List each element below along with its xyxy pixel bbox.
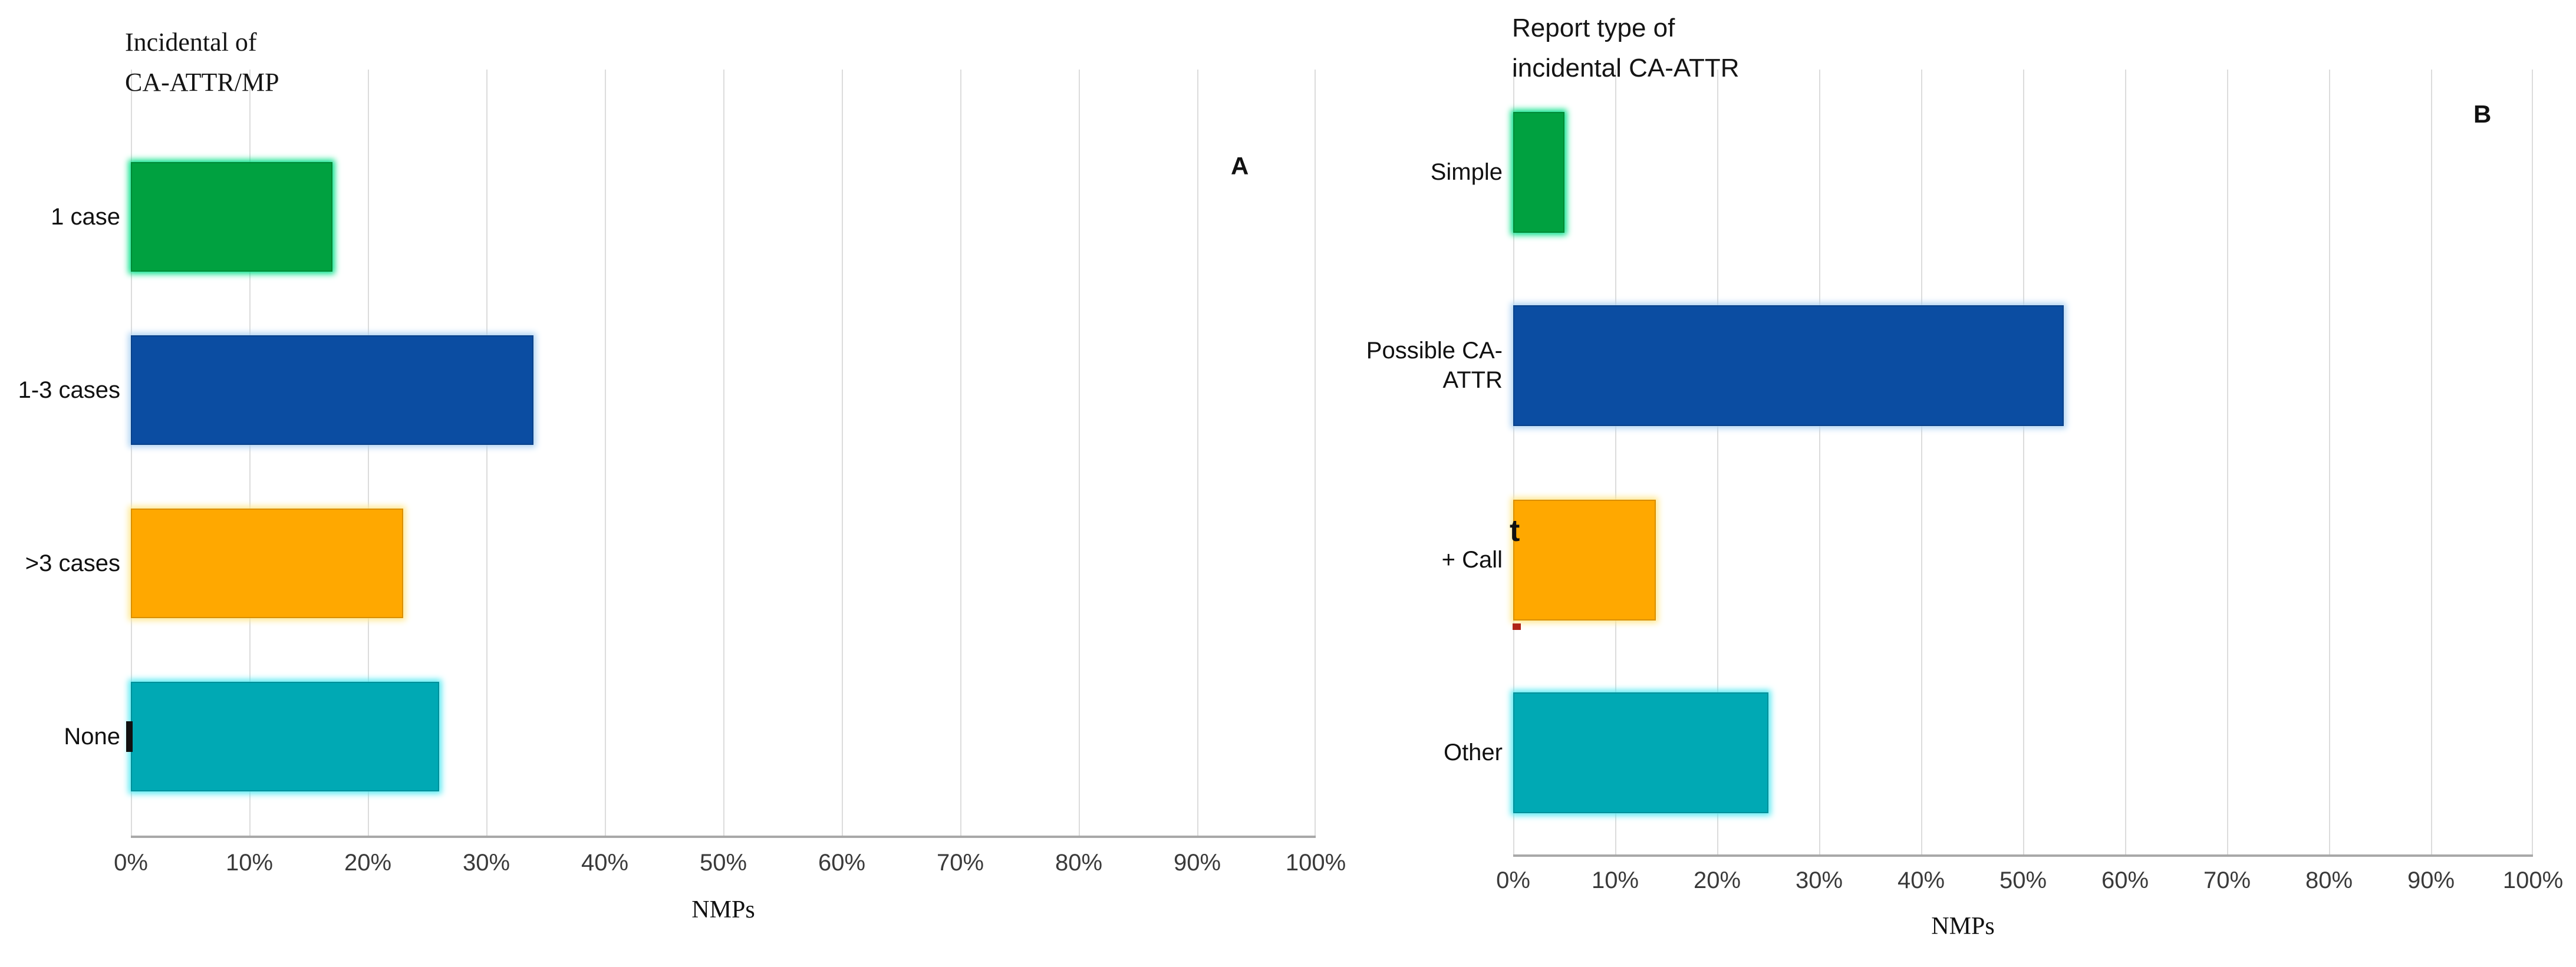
bar->3-cases: [131, 509, 403, 618]
x-tick-label: 60%: [818, 850, 866, 876]
gridline-0%: [131, 70, 132, 836]
x-tick-label: 40%: [1897, 867, 1945, 893]
chart-b-x-axis-title: NMPs: [1931, 913, 1995, 940]
x-tick-label: 100%: [2502, 867, 2564, 893]
x-tick-label: 70%: [2203, 867, 2251, 893]
chart-b-title: Report type of incidental CA-ATTR: [1512, 14, 1740, 82]
x-tick-label: 20%: [344, 850, 392, 876]
bar-none: [131, 682, 439, 791]
x-tick-label: 50%: [1999, 867, 2047, 893]
x-tick-label: 0%: [1496, 867, 1530, 893]
gridline-40%: [1921, 70, 1922, 854]
gridline-90%: [1197, 70, 1198, 836]
x-tick-label: 0%: [114, 850, 148, 876]
x-tick-label: 50%: [699, 850, 747, 876]
category-label: Simple: [1430, 159, 1503, 185]
bar-other: [1513, 692, 1768, 813]
x-tick-label: 90%: [1173, 850, 1221, 876]
gridline-60%: [2125, 70, 2126, 854]
chart-a-x-axis-title: NMPs: [691, 896, 755, 923]
chart-a-plot-area: [131, 70, 1316, 838]
x-tick-label: 100%: [1285, 850, 1346, 876]
hidden-text-fragment: t: [1510, 514, 1520, 548]
x-tick-label: 30%: [1795, 867, 1843, 893]
gridline-10%: [249, 70, 251, 836]
gridline-30%: [486, 70, 487, 836]
gridline-20%: [368, 70, 369, 836]
gridline-100%: [1315, 70, 1316, 836]
chart-a-title: Incidental of CA-ATTR/MP: [125, 28, 279, 97]
x-tick-label: 20%: [1693, 867, 1741, 893]
category-label: 1 case: [51, 204, 120, 230]
category-label: Other: [1443, 740, 1503, 765]
x-tick-label: 80%: [2305, 867, 2353, 893]
gridline-50%: [2023, 70, 2024, 854]
bar-1-3-cases: [131, 335, 533, 445]
x-tick-label: 10%: [1591, 867, 1639, 893]
gridline-70%: [2227, 70, 2228, 854]
gridline-0%: [1513, 70, 1514, 854]
gridline-10%: [1615, 70, 1616, 854]
gridline-50%: [723, 70, 724, 836]
gridline-80%: [1079, 70, 1080, 836]
category-label: 1-3 cases: [18, 377, 120, 403]
bar-1-case: [131, 162, 332, 272]
chart-b-plot-area: [1513, 70, 2533, 857]
bar-+-call: [1513, 499, 1656, 621]
x-tick-label: 40%: [581, 850, 629, 876]
category-label: Possible CA- ATTR: [1366, 338, 1503, 393]
x-tick-label: 70%: [936, 850, 984, 876]
panel-a-label: A: [1231, 152, 1249, 180]
x-tick-label: 80%: [1055, 850, 1103, 876]
gridline-30%: [1819, 70, 1820, 854]
gridline-60%: [842, 70, 843, 836]
gridline-40%: [605, 70, 606, 836]
gridline-80%: [2329, 70, 2330, 854]
category-label: + Call: [1441, 547, 1503, 573]
red-fragment-mark: [1513, 623, 1521, 630]
x-tick-label: 60%: [2101, 867, 2149, 893]
panel-b-label: B: [2473, 100, 2492, 128]
bar-simple: [1513, 111, 1564, 233]
category-label: >3 cases: [25, 550, 120, 576]
gridline-90%: [2431, 70, 2432, 854]
gridline-100%: [2532, 70, 2533, 854]
x-tick-label: 10%: [225, 850, 274, 876]
x-tick-label: 30%: [462, 850, 510, 876]
gridline-70%: [960, 70, 961, 836]
bar-possible-ca--attr: [1513, 305, 2064, 426]
gridline-20%: [1717, 70, 1718, 854]
x-tick-label: 90%: [2407, 867, 2455, 893]
black-fragment-mark: [126, 721, 133, 752]
category-label: None: [64, 724, 120, 750]
